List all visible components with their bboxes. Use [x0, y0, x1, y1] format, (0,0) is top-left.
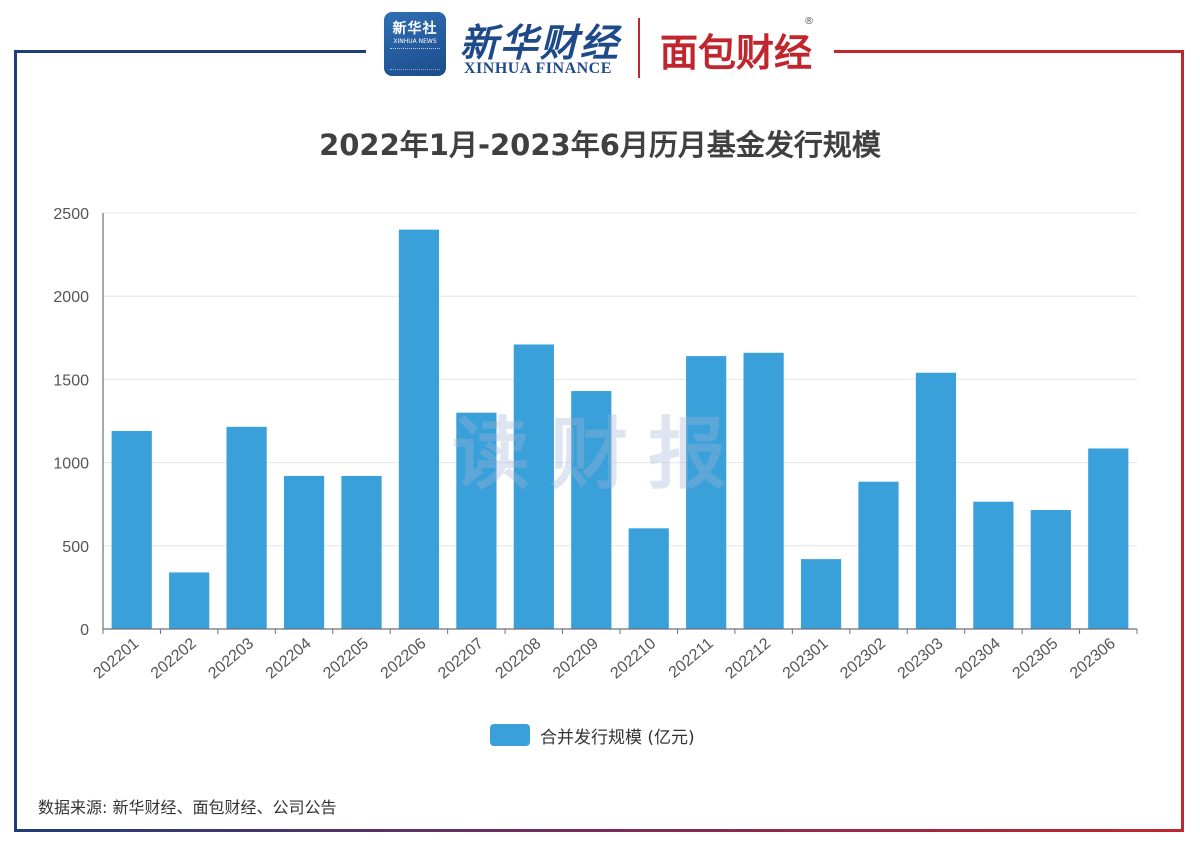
frame-bottom-line [14, 829, 1184, 832]
bar-202203[interactable] [226, 426, 267, 629]
bar-202204[interactable] [283, 475, 325, 629]
x-tick-label: 202204 [263, 635, 315, 682]
x-tick-label: 202304 [952, 635, 1004, 682]
frame-left-line [14, 50, 17, 832]
bars [111, 229, 1129, 629]
x-tick-label: 202203 [205, 635, 257, 682]
header-logos: 新华社 XINHUA NEWS 新华财经 XINHUA FINANCE 面包财经… [384, 12, 824, 80]
xinhua-finance-logo-en: XINHUA FINANCE [464, 60, 612, 77]
x-tick-label: 202305 [1010, 635, 1062, 682]
bar-202206[interactable] [398, 229, 440, 629]
logo-divider [638, 18, 640, 78]
y-tick-label: 2000 [53, 289, 89, 306]
axes [102, 213, 1138, 634]
bar-202304[interactable] [973, 501, 1014, 629]
bar-202212[interactable] [743, 352, 784, 629]
registered-mark: ® [804, 16, 814, 27]
mianbao-finance-logo: 面包财经 [660, 31, 813, 75]
frame-right-line [1181, 50, 1184, 832]
bar-202210[interactable] [628, 528, 669, 629]
y-tick-label: 500 [62, 539, 89, 556]
bar-202202[interactable] [169, 572, 210, 629]
bar-202305[interactable] [1030, 510, 1071, 629]
x-tick-label: 202210 [607, 635, 659, 682]
gridlines [103, 212, 1137, 547]
x-tick-label: 202201 [90, 635, 142, 682]
x-tick-label: 202306 [1067, 635, 1119, 682]
x-tick-label: 202202 [148, 635, 200, 682]
y-axis-ticks: 0 500 1000 1500 2000 2500 [53, 206, 89, 639]
frame-top-left-line [14, 50, 366, 53]
bar-202301[interactable] [800, 559, 842, 629]
x-tick-label: 202301 [780, 635, 832, 682]
bar-202201[interactable] [111, 430, 152, 629]
x-tick-label: 202211 [666, 635, 717, 682]
y-tick-label: 2500 [53, 206, 89, 223]
bar-202211[interactable] [686, 356, 727, 629]
x-tick-label: 202209 [550, 635, 602, 682]
bar-202207[interactable] [456, 412, 497, 629]
x-tick-label: 202208 [493, 635, 545, 682]
x-tick-label: 202303 [895, 635, 947, 682]
bar-202306[interactable] [1088, 448, 1129, 629]
xinhua-finance-logo-cn: 新华财经 [460, 20, 621, 65]
bar-202208[interactable] [513, 344, 554, 629]
legend-swatch [490, 724, 530, 746]
legend-label: 合并发行规模 (亿元) [540, 727, 695, 748]
bar-202205[interactable] [341, 475, 382, 629]
xinhua-badge-cn: 新华社 [392, 21, 438, 37]
x-tick-label: 202205 [320, 635, 372, 682]
bar-202209[interactable] [571, 391, 612, 629]
bar-202302[interactable] [858, 481, 899, 629]
network-icon [390, 48, 440, 70]
y-tick-label: 0 [80, 622, 89, 639]
xinhua-news-logo: 新华社 XINHUA NEWS [384, 12, 446, 76]
data-source-note: 数据来源: 新华财经、面包财经、公司公告 [38, 798, 337, 817]
x-tick-label: 202302 [837, 635, 889, 682]
x-tick-label: 202207 [435, 635, 487, 682]
bar-202303[interactable] [915, 372, 957, 629]
chart-title: 2022年1月-2023年6月历月基金发行规模 [319, 128, 881, 162]
frame-top-right-line [834, 50, 1184, 53]
x-axis-ticks: 202201 202202 202203 202204 202205 202206 2022… [90, 635, 1118, 682]
y-tick-label: 1500 [53, 372, 89, 389]
x-tick-label: 202212 [722, 635, 774, 682]
legend[interactable]: 合并发行规模 (亿元) [490, 723, 695, 748]
y-tick-label: 1000 [53, 456, 89, 473]
xinhua-badge-en: XINHUA NEWS [393, 38, 437, 45]
x-tick-label: 202206 [378, 635, 430, 682]
